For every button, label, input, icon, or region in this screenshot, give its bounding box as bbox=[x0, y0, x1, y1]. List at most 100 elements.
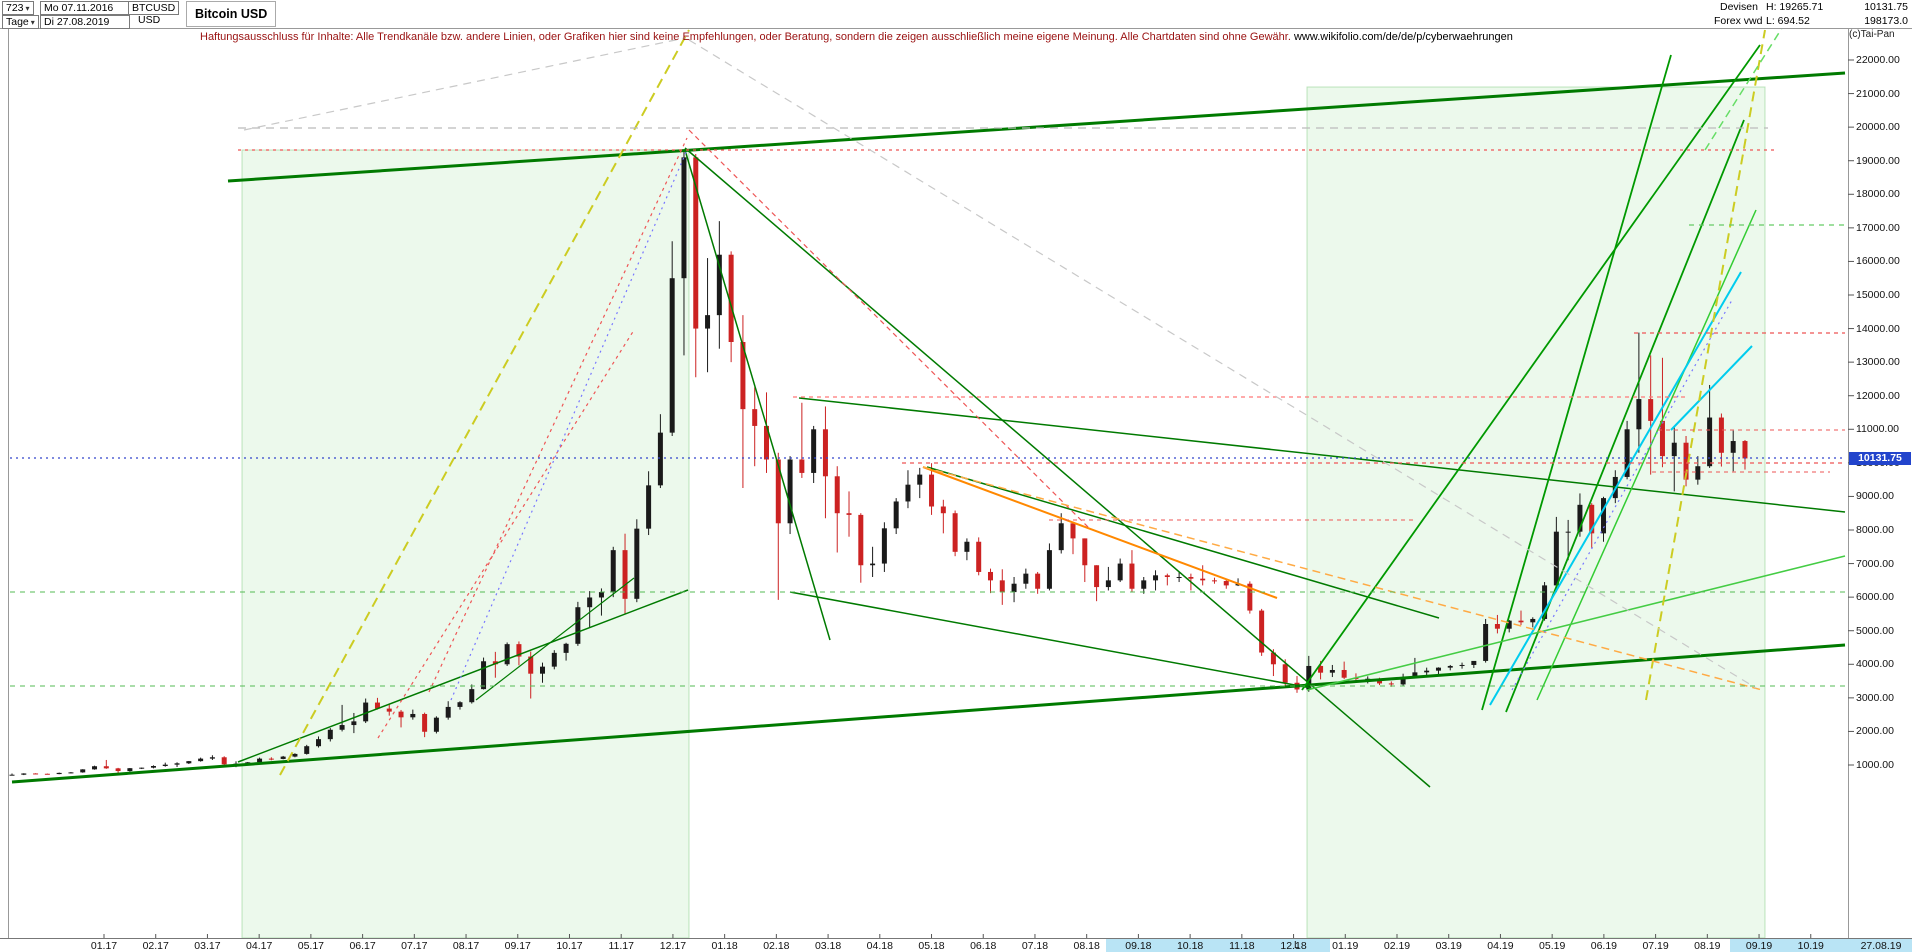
candle-body bbox=[339, 725, 345, 730]
trendline[interactable] bbox=[798, 397, 1846, 513]
candle-body bbox=[905, 484, 911, 502]
start-date-field[interactable]: Mo 07.11.2016 bbox=[40, 1, 130, 15]
candle-body bbox=[445, 706, 451, 718]
candle-body bbox=[740, 341, 746, 410]
page-title: Bitcoin USD bbox=[186, 1, 277, 27]
candle-body bbox=[598, 592, 604, 598]
time-axis-label: 01.18 bbox=[711, 940, 738, 952]
disclaimer: Haftungsausschluss für Inhalte: Alle Tre… bbox=[200, 31, 1513, 43]
candle-body bbox=[693, 157, 699, 329]
time-axis-label: 11.17 bbox=[608, 940, 634, 952]
candle-body bbox=[1070, 523, 1076, 539]
candle-body bbox=[257, 758, 263, 763]
trendline[interactable] bbox=[237, 589, 689, 763]
candle-body bbox=[1117, 563, 1123, 581]
candle-body bbox=[1023, 573, 1029, 584]
candle-body bbox=[292, 753, 298, 757]
candle-body bbox=[1483, 623, 1489, 661]
trendline[interactable] bbox=[684, 149, 831, 641]
candle-body bbox=[1447, 665, 1453, 668]
candle-body bbox=[669, 278, 675, 433]
low-stat: L: 694.52 bbox=[1766, 15, 1810, 27]
candle-body bbox=[221, 757, 227, 765]
candle-body bbox=[1636, 399, 1642, 430]
time-axis-label: 12.18 bbox=[1280, 940, 1307, 952]
trendline[interactable] bbox=[1704, 27, 1783, 151]
price-axis-label: 13000.00 bbox=[1856, 356, 1900, 369]
candle-body bbox=[834, 476, 840, 514]
price-axis-label: 15000.00 bbox=[1856, 288, 1900, 301]
candle-body bbox=[1400, 677, 1406, 685]
trendline[interactable] bbox=[688, 129, 1092, 531]
price-axis-label: 20000.00 bbox=[1856, 121, 1900, 134]
time-axis-label: 06.18 bbox=[970, 940, 997, 952]
price-axis-label: 9000.00 bbox=[1856, 490, 1894, 503]
time-axis[interactable]: 01.17 02.17 03.17 04.17 05.17 06.17 07.17 08.17… bbox=[0, 938, 1912, 952]
candle-body bbox=[1329, 669, 1335, 673]
symbol-field[interactable]: BTCUSD bbox=[128, 1, 180, 15]
trendline[interactable] bbox=[688, 39, 1757, 689]
trendline[interactable] bbox=[11, 643, 1846, 784]
end-date-value: Di 27.08.2019 bbox=[44, 16, 110, 28]
trendline[interactable] bbox=[1511, 299, 1733, 691]
trendline[interactable] bbox=[1489, 271, 1742, 706]
candle-body bbox=[9, 774, 15, 776]
candle-body bbox=[929, 474, 935, 507]
currency-label: USD bbox=[138, 14, 161, 26]
trendline[interactable] bbox=[922, 466, 1278, 599]
candle-body bbox=[1435, 667, 1441, 671]
volume-stat: 198173.0 bbox=[1864, 15, 1908, 27]
trendline[interactable] bbox=[1536, 209, 1757, 701]
disclaimer-link[interactable]: www.wikifolio.com/de/de/p/cyberwaehrunge… bbox=[1293, 31, 1513, 43]
trendline[interactable] bbox=[227, 71, 1846, 183]
candle-body bbox=[575, 607, 581, 644]
chevron-down-icon: ▾ bbox=[25, 4, 30, 13]
candle-body bbox=[917, 474, 923, 485]
candle-body bbox=[1011, 583, 1017, 593]
candle-body bbox=[127, 768, 133, 772]
candle-body bbox=[1318, 665, 1324, 673]
end-date-field[interactable]: Di 27.08.2019 bbox=[40, 15, 130, 29]
candle-body bbox=[1553, 531, 1559, 586]
trendline[interactable] bbox=[1505, 119, 1745, 713]
trendline[interactable] bbox=[922, 466, 1763, 691]
time-axis-label: 12.17 bbox=[659, 940, 687, 952]
candle-body bbox=[481, 661, 487, 690]
trendline[interactable] bbox=[1645, 29, 1766, 701]
trendline[interactable] bbox=[450, 149, 688, 701]
candle-body bbox=[268, 758, 274, 760]
price-axis-label: 7000.00 bbox=[1856, 557, 1894, 570]
trendline[interactable] bbox=[789, 591, 1312, 689]
candle-body bbox=[976, 541, 982, 572]
candle-body bbox=[398, 711, 404, 718]
trendline[interactable] bbox=[279, 29, 690, 776]
candle-body bbox=[1624, 429, 1630, 477]
trendline[interactable] bbox=[243, 37, 686, 131]
trendline[interactable] bbox=[684, 147, 1431, 788]
candle-body bbox=[1542, 585, 1548, 619]
trendline[interactable] bbox=[1670, 345, 1753, 431]
bars-count-dropdown[interactable]: 723 ▾ bbox=[2, 1, 34, 15]
candle-body bbox=[1341, 669, 1347, 678]
candle-body bbox=[1046, 550, 1052, 589]
candle-body bbox=[1648, 399, 1654, 421]
trendline[interactable] bbox=[1306, 555, 1846, 691]
timeframe-value: Tage bbox=[6, 16, 29, 28]
candle-body bbox=[1153, 575, 1159, 581]
trendline[interactable] bbox=[1301, 44, 1761, 691]
price-axis-label: 4000.00 bbox=[1856, 658, 1894, 671]
feed-label: Forex vwd bbox=[1714, 15, 1763, 27]
candle-body bbox=[316, 739, 322, 747]
timeframe-dropdown[interactable]: Tage ▾ bbox=[2, 15, 39, 29]
trendline[interactable] bbox=[475, 577, 635, 701]
candle-body bbox=[1565, 531, 1571, 533]
trendline[interactable] bbox=[1481, 54, 1672, 711]
candle-body bbox=[1164, 575, 1170, 577]
price-axis-label: 16000.00 bbox=[1856, 255, 1900, 268]
trendline[interactable] bbox=[926, 466, 1440, 619]
price-axis-label: 5000.00 bbox=[1856, 624, 1894, 637]
trendline[interactable] bbox=[377, 329, 635, 739]
price-axis[interactable]: 22000.00 21000.00 20000.00 19000.00 18000.00… bbox=[1856, 0, 1912, 952]
candle-body bbox=[999, 580, 1005, 593]
